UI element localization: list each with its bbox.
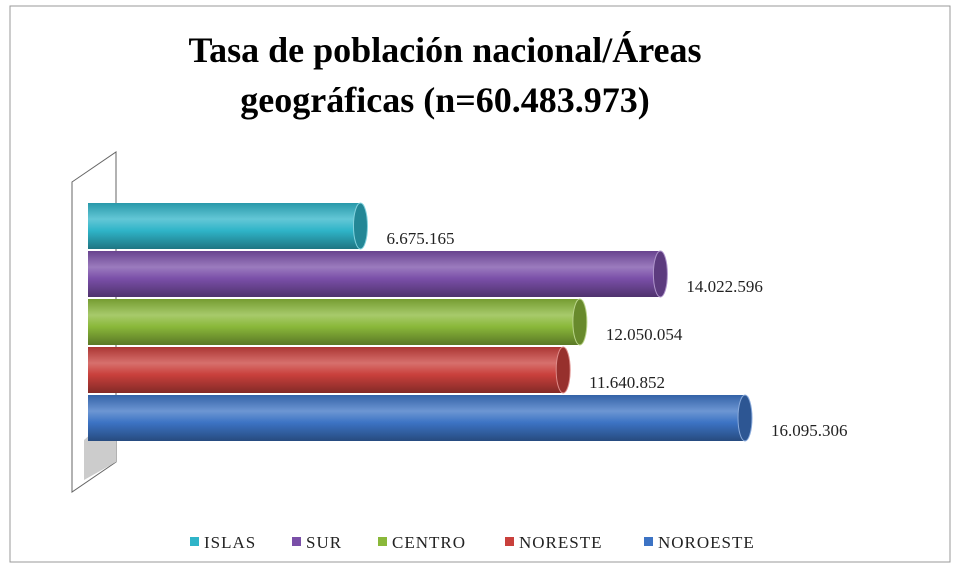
bar [88,395,752,441]
legend-swatch [190,537,199,546]
data-label: 11.640.852 [589,373,665,392]
legend-label: NOROESTE [658,533,755,552]
data-label: 6.675.165 [386,229,454,248]
bar-cap [352,202,368,250]
bar-cap [572,298,588,346]
legend-swatch [292,537,301,546]
bar [88,347,571,393]
data-label: 12.050.054 [606,325,683,344]
bar [88,251,668,297]
bar-cap [737,394,753,442]
data-label: 16.095.306 [771,421,848,440]
data-label: 14.022.596 [686,277,763,296]
bar [88,203,368,249]
legend-label: CENTRO [392,533,466,552]
legend-swatch [505,537,514,546]
bar-cap [652,250,668,298]
legend-swatch [378,537,387,546]
bar [88,299,587,345]
legend-label: NORESTE [519,533,603,552]
chart-title: Tasa de población nacional/Áreas [188,30,701,70]
legend-swatch [644,537,653,546]
bar-cap [555,346,571,394]
legend-label: SUR [306,533,342,552]
chart-title: geográficas (n=60.483.973) [240,80,649,120]
legend-label: ISLAS [204,533,256,552]
